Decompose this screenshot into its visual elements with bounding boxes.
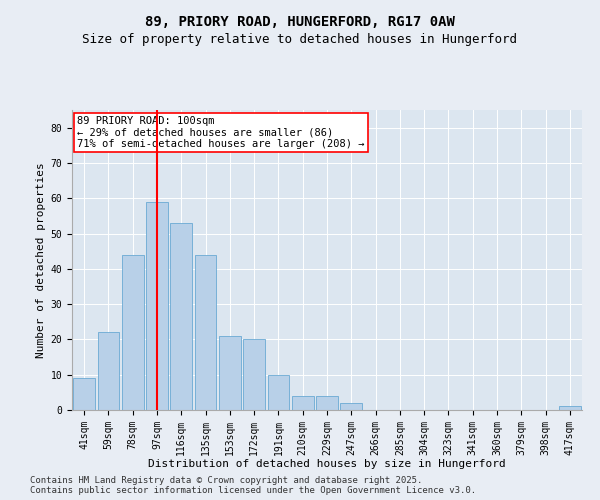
Bar	[292, 396, 314, 410]
Bar	[243, 340, 265, 410]
Bar	[170, 223, 192, 410]
Bar	[559, 406, 581, 410]
Bar	[122, 254, 143, 410]
Bar	[146, 202, 168, 410]
Bar	[73, 378, 95, 410]
Y-axis label: Number of detached properties: Number of detached properties	[37, 162, 46, 358]
Bar	[268, 374, 289, 410]
Text: Contains HM Land Registry data © Crown copyright and database right 2025.
Contai: Contains HM Land Registry data © Crown c…	[30, 476, 476, 495]
Text: Size of property relative to detached houses in Hungerford: Size of property relative to detached ho…	[83, 32, 517, 46]
Text: 89 PRIORY ROAD: 100sqm
← 29% of detached houses are smaller (86)
71% of semi-det: 89 PRIORY ROAD: 100sqm ← 29% of detached…	[77, 116, 365, 149]
Bar	[340, 403, 362, 410]
Bar	[219, 336, 241, 410]
X-axis label: Distribution of detached houses by size in Hungerford: Distribution of detached houses by size …	[148, 459, 506, 469]
Bar	[97, 332, 119, 410]
Bar	[316, 396, 338, 410]
Bar	[194, 254, 217, 410]
Text: 89, PRIORY ROAD, HUNGERFORD, RG17 0AW: 89, PRIORY ROAD, HUNGERFORD, RG17 0AW	[145, 15, 455, 29]
